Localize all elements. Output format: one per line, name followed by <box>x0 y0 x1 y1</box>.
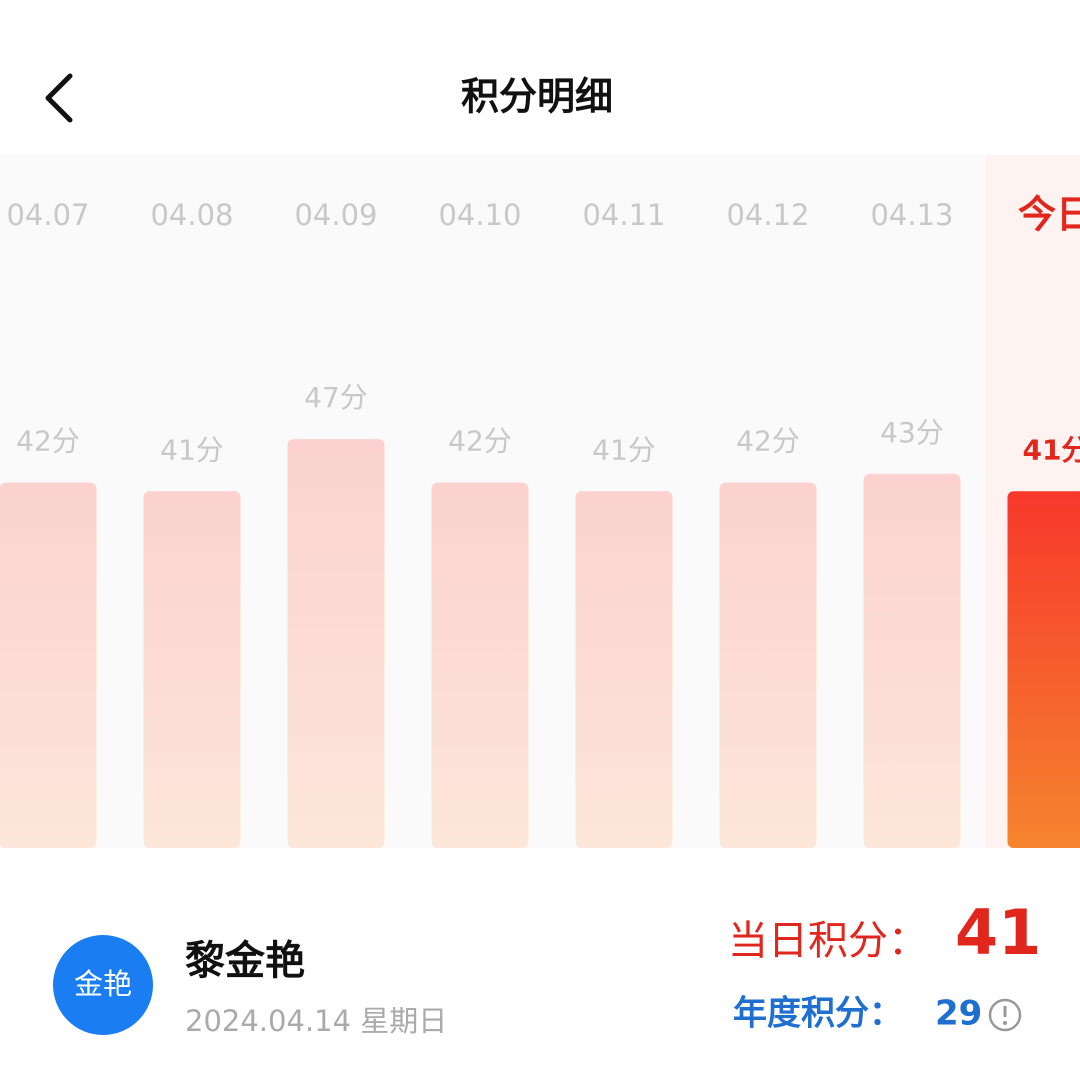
user-name: 黎金艳 <box>185 938 305 984</box>
date: 2024.04.14 星期日 <box>185 1004 447 1038</box>
value-label: 41分 <box>592 433 656 466</box>
daily-label: 当日积分： <box>728 918 928 964</box>
x-tick-label: 04.11 <box>582 198 665 232</box>
daily-value: 41 <box>955 896 1041 969</box>
value-label: 43分 <box>880 416 944 449</box>
bar <box>1007 491 1080 848</box>
value-label: 47分 <box>304 381 368 414</box>
bar <box>287 439 385 848</box>
x-tick-label: 04.07 <box>6 198 89 232</box>
bar <box>719 482 817 848</box>
info-icon[interactable] <box>988 998 1022 1032</box>
back-button[interactable] <box>45 73 73 123</box>
value-label: 42分 <box>736 425 800 458</box>
bar <box>431 482 529 848</box>
avatar <box>53 935 153 1035</box>
bar <box>0 482 97 848</box>
value-label: 42分 <box>16 425 80 458</box>
bar <box>143 491 241 848</box>
bar-chart: 42分 04.07 41分 04.08 47分 04.09 42分 04.10 41分 04.11… <box>0 193 1080 848</box>
bar <box>575 491 673 848</box>
yearly-value: 29 <box>935 994 982 1034</box>
value-label: 42分 <box>448 425 512 458</box>
x-tick-label: 04.10 <box>438 198 521 232</box>
x-tick-label: 04.08 <box>150 198 233 232</box>
x-tick-label: 04.12 <box>726 198 809 232</box>
x-tick-label: 今日 <box>1018 193 1080 237</box>
value-label: 41分 <box>160 433 224 466</box>
x-tick-label: 04.13 <box>870 198 953 232</box>
avatar-text: 金艳 <box>74 967 132 1001</box>
yearly-label: 年度积分： <box>733 994 903 1034</box>
bar <box>863 473 961 848</box>
page-title: 积分明细 <box>461 75 613 119</box>
value-label: 41分 <box>1023 433 1080 466</box>
x-tick-label: 04.09 <box>294 198 377 232</box>
